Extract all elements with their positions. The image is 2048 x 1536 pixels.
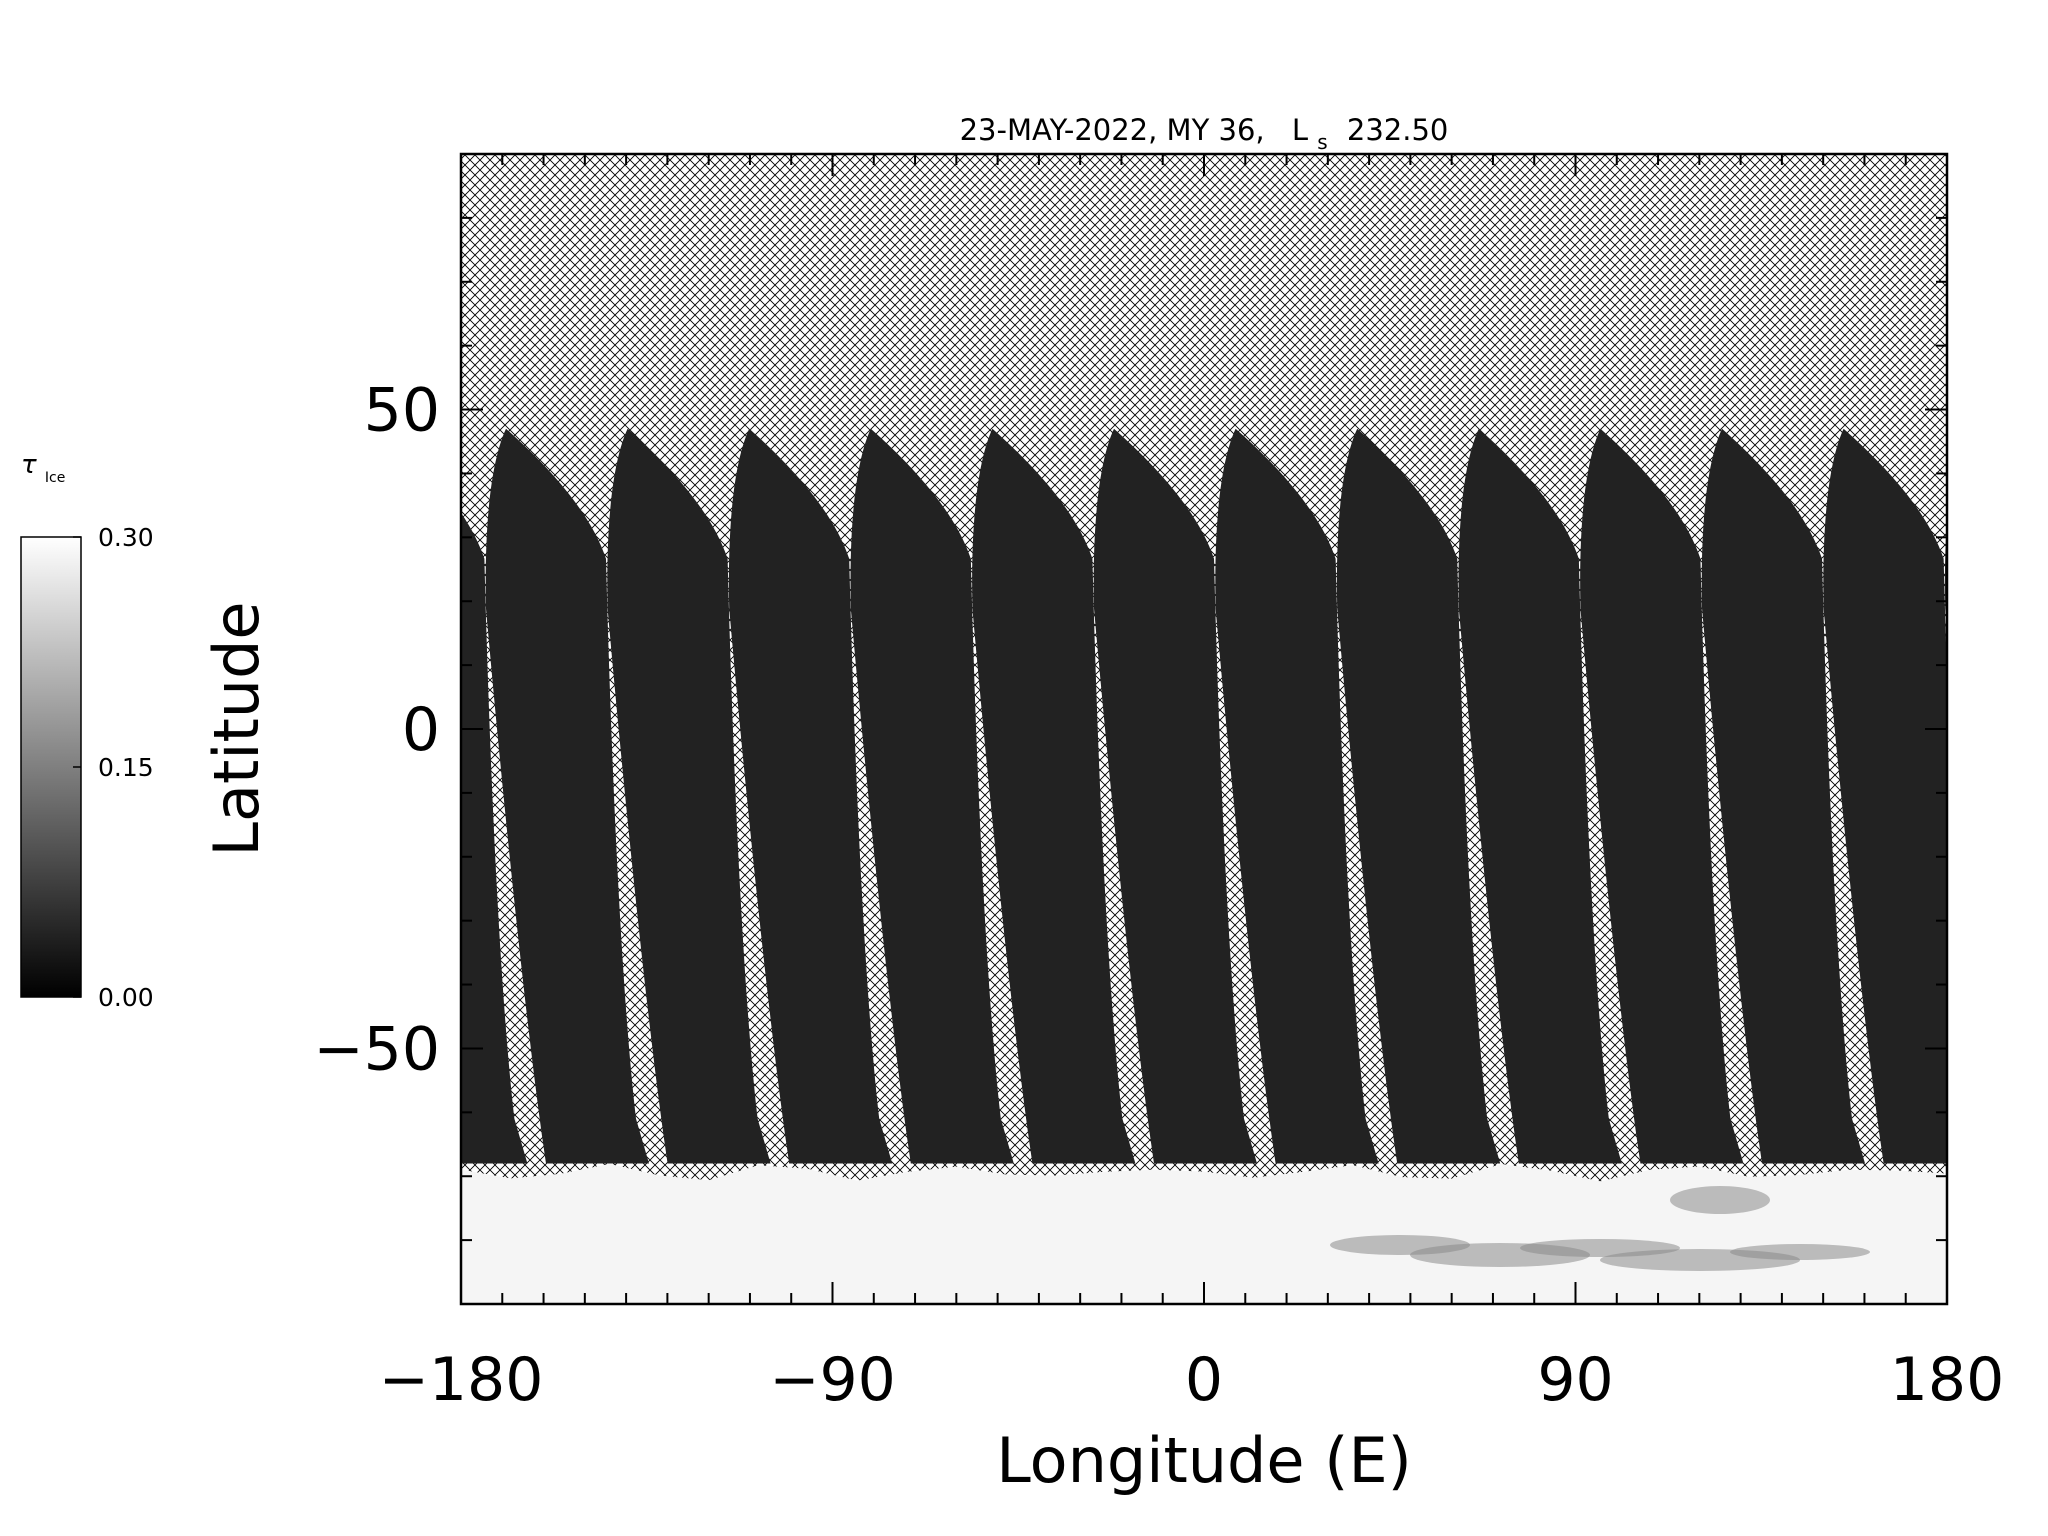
x-minor-ticks <box>460 154 1948 1304</box>
hood-region <box>461 1163 1947 1304</box>
y-tick-labels: 50 0 −50 <box>313 376 440 1085</box>
plot-area <box>459 152 1949 1306</box>
ice-opacity-swaths <box>461 428 1947 1164</box>
swath <box>1336 428 1501 1164</box>
swath <box>728 428 893 1164</box>
swath <box>607 428 771 1164</box>
y-tick-label: −50 <box>313 1014 440 1084</box>
x-tick-label: 180 <box>1890 1345 2005 1415</box>
y-tick-label: 50 <box>364 376 440 446</box>
colorbar-subscript: Ice <box>45 470 65 486</box>
x-tick-labels: −180 −90 0 90 180 <box>379 1345 2005 1415</box>
swath <box>972 428 1136 1164</box>
x-tick-label: 0 <box>1185 1345 1223 1415</box>
chart-title: 23-MAY-2022, MY 36, L s 232.50 <box>960 113 1449 156</box>
south-polar-hood <box>461 1163 1947 1304</box>
colorbar-symbol: τ <box>21 450 37 480</box>
colorbar-ticks: 0.30 0.15 0.00 <box>73 523 154 1012</box>
x-axis-label: Longitude (E) <box>996 1424 1412 1497</box>
colorbar-tick-label: 0.00 <box>98 983 154 1012</box>
swath <box>1215 428 1379 1164</box>
colorbar-gradient <box>20 536 82 998</box>
y-axis-label: Latitude <box>200 601 273 856</box>
title-ls-subscript: s <box>1317 130 1327 154</box>
title-ls-value: 232.50 <box>1347 113 1448 147</box>
swath <box>1701 428 1866 1164</box>
hood-texture <box>1730 1244 1870 1260</box>
title-date: 23-MAY-2022, MY 36, <box>960 113 1265 147</box>
swath <box>1823 428 1947 1164</box>
x-tick-label: 90 <box>1537 1345 1613 1415</box>
swath <box>461 512 528 1164</box>
swath <box>1093 428 1258 1164</box>
swath <box>850 428 1014 1164</box>
y-tick-label: 0 <box>402 695 440 765</box>
hood-texture <box>1670 1186 1770 1214</box>
x-tick-label: −90 <box>769 1345 896 1415</box>
title-ls-symbol: L <box>1292 113 1308 147</box>
colorbar-tick-label: 0.15 <box>98 753 154 782</box>
swath <box>485 428 649 1164</box>
swath <box>1944 520 1947 629</box>
plot-frame <box>459 152 1949 1306</box>
swath <box>1580 428 1744 1164</box>
colorbar: τ Ice 0.30 0.15 0.00 <box>20 450 154 1012</box>
y-minor-ticks <box>461 216 1947 1242</box>
colorbar-tick-label: 0.30 <box>98 523 154 552</box>
x-tick-label: −180 <box>379 1345 544 1415</box>
colorbar-label: τ Ice <box>21 450 65 486</box>
swath <box>1458 428 1622 1164</box>
